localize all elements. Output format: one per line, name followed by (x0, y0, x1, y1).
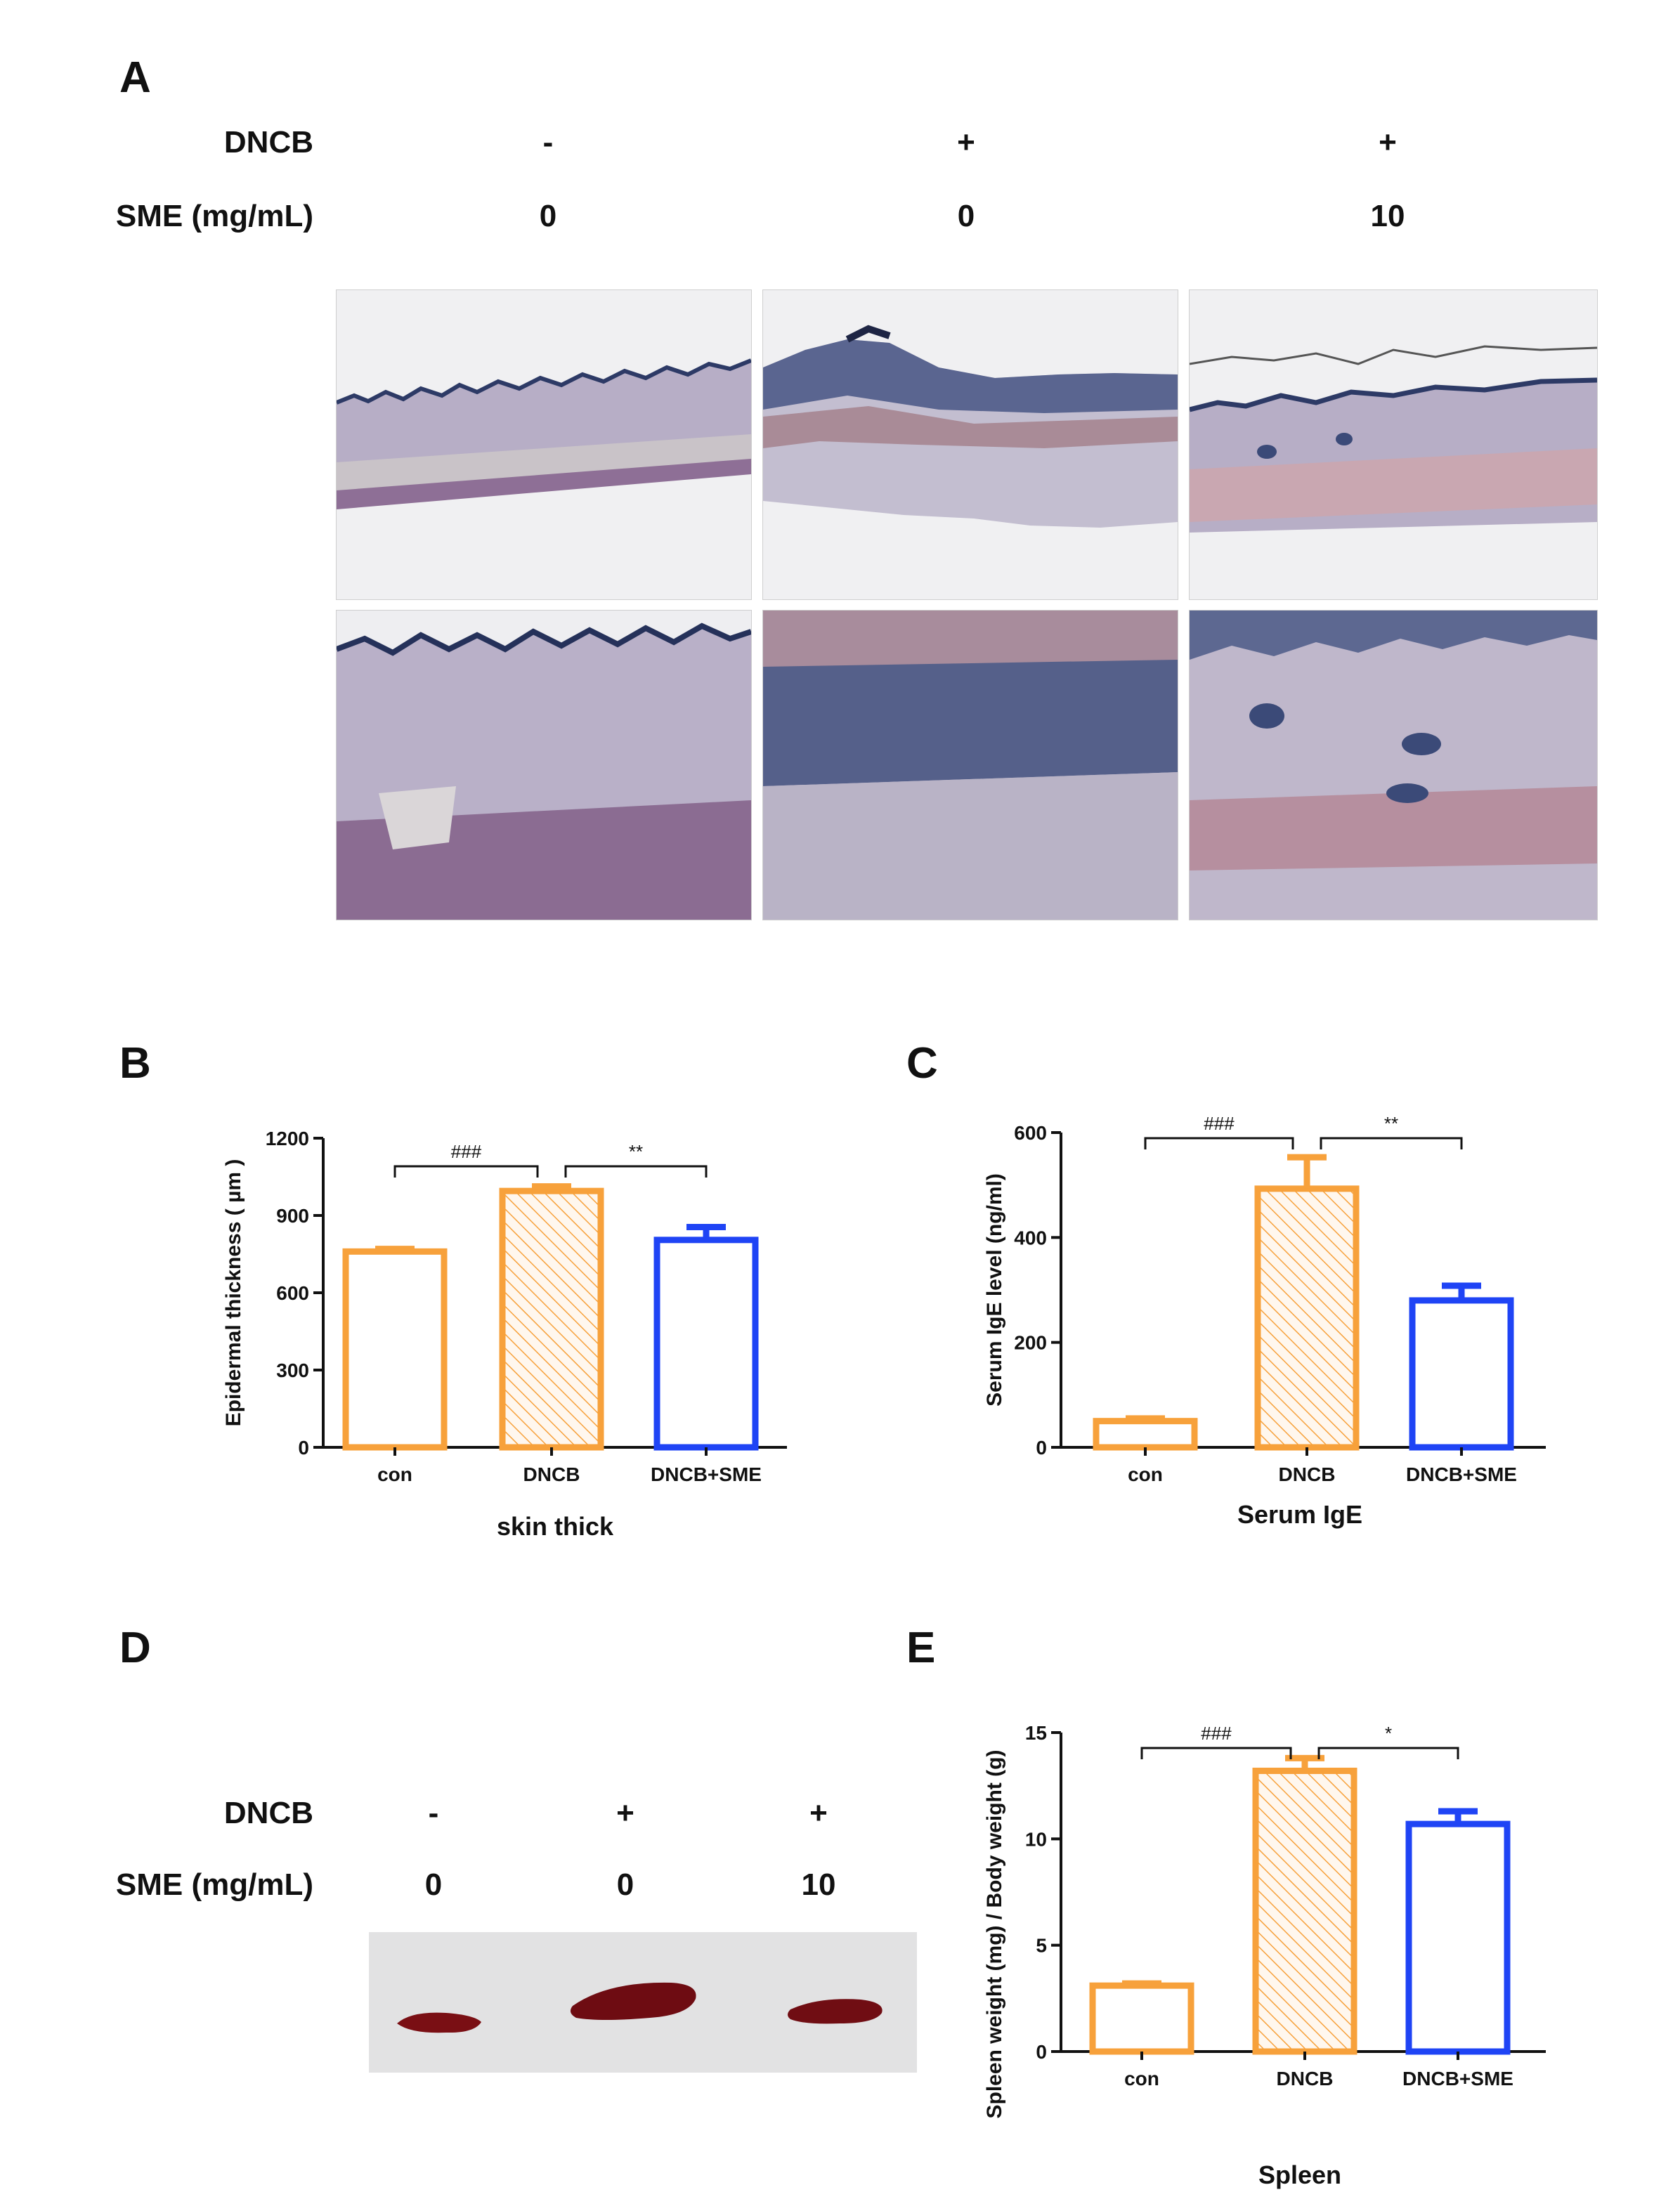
y-tick-label: 1200 (266, 1128, 309, 1149)
spleen-dncb-sme (788, 1999, 883, 2024)
panel-d-col3-sme: 10 (801, 1867, 836, 1902)
y-tick-label: 600 (1014, 1122, 1047, 1144)
y-tick-label: 200 (1014, 1332, 1047, 1354)
x-tick-label: DNCB+SME (1402, 2068, 1513, 2089)
micrograph-dncb-low-mag (762, 289, 1178, 600)
x-tick-label: con (377, 1463, 412, 1485)
spleen-dncb (570, 1982, 696, 2020)
panel-d-letter: D (119, 1624, 151, 1672)
y-tick-label: 0 (298, 1437, 309, 1459)
panel-a-col1-dncb: - (542, 125, 554, 159)
significance-bracket (1140, 1747, 1292, 1759)
chart-c-serum-ige: 0 200 400 600 con DNCB DNCB+SME ### ** Serum IgE … (983, 1113, 1546, 1529)
panel-d-col2-dncb: + (616, 1796, 634, 1830)
micrograph-dncb-sme-low-mag (1189, 289, 1598, 600)
panel-a-col3-dncb: + (1379, 125, 1397, 159)
panel-d-col2-sme: 0 (616, 1867, 634, 1902)
y-tick-label: 400 (1014, 1227, 1047, 1248)
x-axis-label: Serum IgE (1237, 1500, 1362, 1529)
panel-a-col3-sme: 10 (1370, 199, 1405, 233)
y-tick-label: 600 (276, 1282, 309, 1304)
x-axis-label: Spleen (1258, 2160, 1341, 2189)
panel-a-sme-label: SME (mg/mL) (115, 199, 313, 233)
significance-label: ### (1204, 1113, 1235, 1134)
panel-d-sme-label: SME (mg/mL) (115, 1867, 313, 1902)
y-axis-label: Serum IgE level (ng/ml) (983, 1173, 1006, 1407)
x-tick-label: DNCB (523, 1463, 580, 1485)
panel-a-letter: A (119, 53, 151, 102)
significance-label: ### (451, 1141, 482, 1162)
micrograph-dncb-high-mag (762, 610, 1178, 920)
micrograph-control-high-mag (336, 610, 752, 920)
y-tick-label: 0 (1036, 1437, 1047, 1459)
significance-label: * (1385, 1723, 1392, 1744)
bar-dncb-sme (653, 1237, 759, 1451)
bar-dncb (1254, 1185, 1360, 1451)
significance-label: ### (1201, 1723, 1232, 1744)
panel-a-dncb-label: DNCB (223, 125, 313, 159)
significance-bracket (1317, 1747, 1459, 1759)
bar-con (1093, 1418, 1198, 1451)
y-tick-label: 0 (1036, 2041, 1047, 2063)
y-axis-label: Spleen weight (mg) / Body weight (g) (983, 1750, 1006, 2119)
bar-dncb-sme (1405, 1820, 1511, 2055)
bar-con (1089, 1982, 1194, 2055)
micrograph-control-low-mag (336, 289, 752, 600)
panel-a-col2-dncb: + (957, 125, 975, 159)
x-tick-label: DNCB+SME (1406, 1463, 1517, 1485)
micrograph-dncb-sme-high-mag (1189, 610, 1598, 920)
x-axis-label: skin thick (497, 1512, 614, 1541)
y-axis-label: Epidermal thickness ( µm ) (222, 1159, 245, 1427)
x-tick-label: DNCB (1277, 2068, 1334, 2089)
significance-bracket (564, 1165, 708, 1178)
panel-d-col1-sme: 0 (424, 1867, 443, 1902)
panel-a-col2-sme: 0 (957, 199, 975, 233)
significance-label: ** (1384, 1113, 1398, 1134)
x-tick-label: DNCB+SME (651, 1463, 762, 1485)
panel-e-letter: E (906, 1624, 936, 1672)
significance-bracket (1144, 1137, 1294, 1149)
y-tick-label: 300 (276, 1359, 309, 1381)
x-tick-label: DNCB (1279, 1463, 1336, 1485)
bar-dncb (499, 1187, 604, 1451)
y-tick-label: 15 (1025, 1722, 1047, 1744)
significance-bracket (1320, 1137, 1463, 1149)
panel-a-col1-sme: 0 (539, 199, 557, 233)
panel-b-letter: B (119, 1039, 151, 1088)
significance-label: ** (629, 1141, 643, 1162)
y-tick-label: 900 (276, 1205, 309, 1227)
bar-dncb (1252, 1767, 1357, 2055)
x-tick-label: con (1128, 1463, 1163, 1485)
spleen-control (397, 2012, 481, 2033)
significance-bracket (393, 1165, 539, 1178)
bar-dncb-sme (1409, 1297, 1514, 1451)
bar-con (342, 1248, 448, 1451)
y-tick-label: 5 (1036, 1935, 1047, 1957)
x-tick-label: con (1124, 2068, 1159, 2089)
panel-d-col3-dncb: + (809, 1796, 828, 1830)
panel-d-dncb-label: DNCB (223, 1796, 313, 1830)
chart-e-spleen-weight: 0 5 10 15 con DNCB DNCB+SME ### * Spleen weight (… (983, 1722, 1546, 2189)
panel-d-col1-dncb: - (428, 1796, 439, 1830)
y-tick-label: 10 (1025, 1828, 1047, 1850)
panel-c-letter: C (906, 1039, 938, 1088)
spleen-photo (369, 1932, 917, 2073)
chart-b-epidermal-thickness: 0 300 600 900 1200 con DNCB DNCB+SME ### ** Epider… (222, 1128, 787, 1541)
